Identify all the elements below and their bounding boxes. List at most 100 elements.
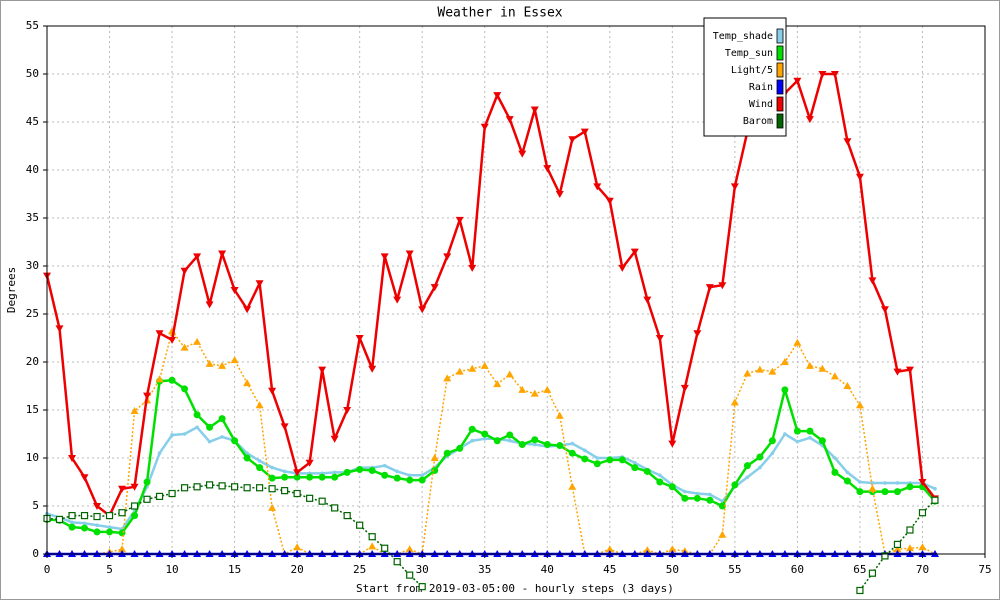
point <box>256 484 264 492</box>
point <box>756 453 764 461</box>
point <box>243 379 252 387</box>
point <box>218 361 227 369</box>
y-tick-label: 45 <box>26 115 39 128</box>
point <box>80 511 89 520</box>
point <box>830 71 839 78</box>
point <box>143 495 151 503</box>
point <box>282 469 287 474</box>
axes: 0 5 10 15 20 25 30 35 40 45 50 55 0 5 10 15 20 25 30 35 40 45… <box>26 19 992 576</box>
y-tick-label: 50 <box>26 67 39 80</box>
point <box>255 280 264 288</box>
point <box>881 552 889 560</box>
point <box>630 248 639 256</box>
point <box>530 389 539 397</box>
legend-swatch <box>776 79 784 95</box>
point <box>605 197 614 205</box>
point <box>643 296 652 304</box>
point <box>418 583 426 591</box>
point <box>455 367 464 375</box>
point <box>356 466 364 474</box>
point <box>368 466 376 474</box>
point <box>130 406 139 414</box>
point <box>605 545 614 553</box>
point <box>843 477 851 485</box>
y-tick-label: 10 <box>26 451 39 464</box>
point <box>480 361 489 369</box>
point <box>256 464 264 472</box>
point <box>155 492 164 500</box>
point <box>318 497 326 505</box>
x-tick-label: 30 <box>416 563 429 576</box>
point <box>318 473 326 481</box>
point <box>55 325 64 333</box>
point <box>381 471 389 479</box>
point <box>193 337 202 345</box>
plot-frame <box>46 25 986 555</box>
legend-swatch <box>776 45 784 61</box>
point <box>568 136 577 144</box>
point <box>107 525 112 529</box>
point <box>131 512 139 520</box>
x-tick-label: 35 <box>478 563 491 576</box>
point <box>330 435 339 443</box>
x-tick-label: 65 <box>853 563 866 576</box>
point <box>70 520 74 525</box>
point <box>81 524 89 532</box>
point <box>582 448 587 453</box>
x-tick-label: 60 <box>791 563 804 576</box>
point <box>618 264 627 272</box>
point <box>268 485 276 493</box>
point <box>668 440 677 448</box>
legend-swatch <box>776 62 784 78</box>
point <box>493 380 502 388</box>
point <box>518 385 527 393</box>
point <box>220 435 224 439</box>
point <box>555 411 564 419</box>
point <box>157 451 162 456</box>
point <box>868 484 877 492</box>
point <box>418 306 427 314</box>
point <box>845 470 850 475</box>
point <box>470 438 475 443</box>
legend-swatch <box>776 96 784 112</box>
point <box>868 569 877 577</box>
point <box>293 473 301 481</box>
point <box>668 483 676 491</box>
legend-label: Temp_sun <box>725 48 773 59</box>
point <box>595 456 600 460</box>
point <box>781 386 789 394</box>
point <box>168 489 176 498</box>
point <box>505 370 514 378</box>
point <box>856 586 864 595</box>
point <box>468 364 477 372</box>
point <box>155 330 164 338</box>
point <box>180 343 189 351</box>
point <box>418 476 426 484</box>
point <box>281 487 289 495</box>
point <box>556 442 564 450</box>
point <box>493 92 502 100</box>
point <box>780 358 789 365</box>
legend-swatch <box>776 28 784 44</box>
point <box>168 376 176 384</box>
point <box>880 306 889 314</box>
point <box>230 356 239 364</box>
point <box>381 544 389 552</box>
point <box>393 558 401 566</box>
point <box>106 528 114 536</box>
point <box>380 253 389 261</box>
point <box>893 488 901 496</box>
point <box>118 529 126 537</box>
x-tick-label: 10 <box>165 563 178 576</box>
point <box>743 369 752 377</box>
point <box>195 425 199 430</box>
point <box>243 484 251 492</box>
x-tick-label: 25 <box>353 563 366 576</box>
point <box>730 183 739 191</box>
point <box>843 382 852 389</box>
point <box>895 481 900 485</box>
point <box>268 503 277 511</box>
point <box>693 494 701 502</box>
legend-label: Light/5 <box>731 65 773 76</box>
